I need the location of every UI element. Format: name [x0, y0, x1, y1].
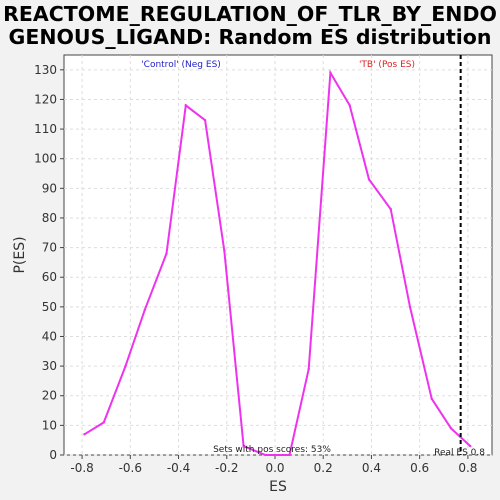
y-tick-label: 50 — [42, 300, 57, 314]
chart-title-line-1: REACTOME_REGULATION_OF_TLR_BY_ENDO — [3, 2, 497, 26]
es-data-point — [389, 207, 392, 211]
x-tick-label: -0.6 — [119, 461, 142, 475]
grid-lines — [64, 55, 492, 456]
pos-es-label: 'TB' (Pos ES) — [359, 60, 415, 70]
x-tick-label: 0.0 — [265, 461, 284, 475]
es-data-point — [165, 252, 168, 255]
y-tick-label: 130 — [34, 63, 57, 77]
y-tick-label: 20 — [42, 389, 57, 403]
es-data-point — [102, 421, 105, 424]
real-es-label: Real ES 0.8 — [434, 448, 485, 458]
x-tick-label: 0.2 — [314, 461, 333, 475]
es-data-point — [143, 308, 146, 312]
es-data-point — [329, 71, 332, 74]
y-tick-label: 60 — [42, 270, 57, 284]
es-data-point — [449, 427, 453, 430]
y-axis-ticks: 0 10 20 30 40 50 60 70 80 90 100 110 120 130 — [34, 63, 64, 462]
y-tick-label: 80 — [42, 211, 57, 225]
es-data-point — [184, 104, 187, 107]
x-tick-label: -0.8 — [70, 461, 93, 475]
es-data-point — [203, 118, 207, 122]
y-tick-label: 70 — [42, 241, 57, 255]
y-tick-label: 0 — [49, 448, 57, 462]
chart-title-line-2: GENOUS_LIGAND: Random ES distribution — [9, 25, 492, 49]
y-tick-label: 120 — [34, 92, 57, 106]
es-data-point — [348, 104, 351, 107]
y-tick-label: 40 — [42, 329, 57, 343]
y-tick-label: 90 — [42, 181, 57, 195]
x-tick-label: -0.4 — [167, 461, 190, 475]
es-data-point — [83, 433, 86, 436]
es-distribution-points — [83, 71, 472, 457]
neg-es-label: 'Control' (Neg ES) — [141, 60, 221, 70]
es-data-point — [408, 305, 412, 309]
x-tick-label: 0.4 — [362, 461, 381, 475]
x-axis-ticks: -0.8 -0.6 -0.4 -0.2 0.0 0.2 0.4 0.6 0.8 — [70, 455, 477, 475]
y-tick-label: 30 — [42, 359, 57, 373]
es-data-point — [223, 249, 226, 252]
es-data-point — [288, 453, 291, 457]
es-data-point — [264, 453, 267, 457]
es-data-point — [367, 178, 371, 181]
x-tick-label: -0.2 — [215, 461, 238, 475]
y-axis-label: P(ES) — [12, 236, 28, 273]
y-tick-label: 100 — [34, 152, 57, 166]
y-tick-label: 10 — [42, 418, 57, 432]
y-tick-label: 110 — [34, 122, 57, 136]
es-data-point — [242, 444, 245, 448]
x-tick-label: 0.8 — [458, 461, 477, 475]
es-distribution-line — [83, 69, 471, 456]
es-data-point — [469, 444, 472, 448]
plot-area — [63, 54, 493, 456]
es-data-point — [430, 397, 433, 400]
sets-pos-scores-label: Sets with pos scores: 53% — [213, 445, 331, 455]
es-data-point — [307, 367, 310, 371]
x-axis-label: ES — [269, 479, 287, 495]
es-data-point — [124, 364, 127, 368]
x-tick-label: 0.6 — [410, 461, 429, 475]
